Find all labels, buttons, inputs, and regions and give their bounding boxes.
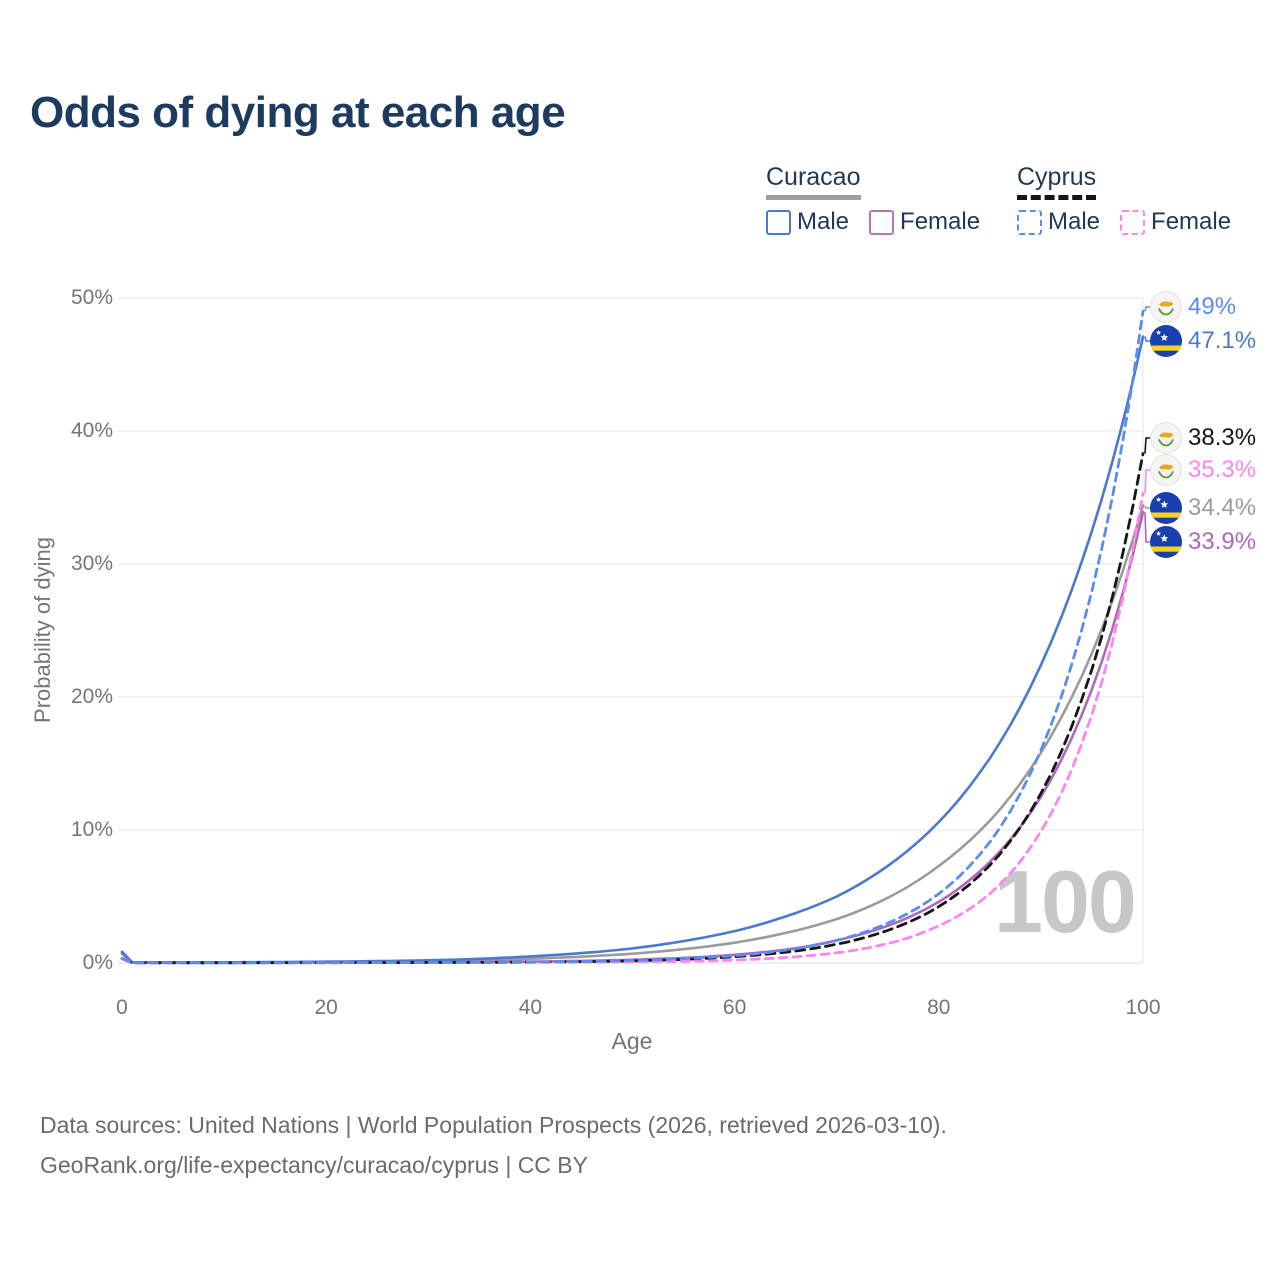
y-tick-label-20: 20% <box>70 685 113 708</box>
legend-item-label: Male <box>1048 208 1101 235</box>
legend-item-label: Female <box>1151 208 1232 235</box>
end-label-value: 35.3% <box>1188 456 1257 483</box>
series-line-cyprus-all- <box>120 452 1145 965</box>
x-tick-label-20: 20 <box>314 996 338 1019</box>
legend-group-curacao: Curacao Male Female <box>766 163 980 236</box>
cyprus-male-line-swatch-icon <box>1017 209 1042 235</box>
legend-item-label: Male <box>797 208 850 235</box>
y-tick-label-50: 50% <box>70 286 113 309</box>
end-label-value: 34.4% <box>1188 494 1257 521</box>
legend-item-cyprus-male[interactable]: Male <box>1017 208 1100 236</box>
end-label-cyprus-male: 49% <box>1150 290 1236 324</box>
legend-item-cyprus-female[interactable]: Female <box>1120 208 1231 236</box>
end-label-curacao-all-: 34.4% <box>1150 491 1256 525</box>
end-label-value: 49% <box>1188 293 1237 320</box>
curacao-male-line-swatch-icon <box>766 209 791 235</box>
end-label-value: 47.1% <box>1188 327 1257 354</box>
end-label-value: 38.3% <box>1188 424 1257 451</box>
y-axis-title: Probability of dying <box>30 537 55 723</box>
y-tick-label-40: 40% <box>70 419 113 442</box>
x-axis-ticks: 0 20 40 60 80 100 <box>0 996 1280 1026</box>
hovered-age-watermark: 100 <box>994 852 1137 951</box>
legend-header-curacao[interactable]: Curacao <box>766 163 861 200</box>
end-label-value: 33.9% <box>1188 528 1257 555</box>
y-tick-label-0: 0% <box>82 951 113 974</box>
end-label-curacao-male: 47.1% <box>1150 324 1256 358</box>
y-tick-label-10: 10% <box>70 818 113 841</box>
curacao-flag-icon <box>1150 325 1182 357</box>
plot-area[interactable] <box>0 0 1280 1080</box>
legend-group-cyprus: Cyprus Male Female <box>1017 163 1231 236</box>
attribution-line: GeoRank.org/life-expectancy/curacao/cypr… <box>40 1152 588 1178</box>
curacao-flag-icon <box>1150 492 1182 524</box>
data-sources-line: Data sources: United Nations | World Pop… <box>40 1112 947 1138</box>
end-label-cyprus-all-: 38.3% <box>1150 421 1256 455</box>
x-axis-title: Age <box>611 1028 653 1054</box>
series-line-cyprus-male <box>120 309 1145 965</box>
x-tick-label-0: 0 <box>116 996 128 1019</box>
x-tick-label-80: 80 <box>927 996 951 1019</box>
curacao-flag-icon <box>1150 526 1182 558</box>
cyprus-female-line-swatch-icon <box>1120 209 1146 235</box>
legend-item-curacao-male[interactable]: Male <box>766 208 849 236</box>
x-tick-label-60: 60 <box>722 996 747 1019</box>
legend-item-curacao-female[interactable]: Female <box>869 208 980 236</box>
footer: Data sources: United Nations | World Pop… <box>40 1105 947 1185</box>
legend-header-cyprus[interactable]: Cyprus <box>1017 163 1097 200</box>
x-tick-label-40: 40 <box>518 996 543 1019</box>
legend-item-label: Female <box>900 208 981 235</box>
end-label-cyprus-female: 35.3% <box>1150 453 1256 487</box>
end-label-curacao-female: 33.9% <box>1150 525 1256 559</box>
y-axis-ticks: 0% 10% 20% 30% 40% 50% <box>0 0 113 1000</box>
y-tick-label-30: 30% <box>70 552 113 575</box>
cyprus-flag-icon <box>1150 422 1182 454</box>
page-title: Odds of dying at each age <box>30 88 566 137</box>
x-tick-label-100: 100 <box>1125 996 1161 1019</box>
curacao-female-line-swatch-icon <box>869 209 895 235</box>
cyprus-flag-icon <box>1150 291 1182 323</box>
cyprus-flag-icon <box>1150 454 1182 486</box>
